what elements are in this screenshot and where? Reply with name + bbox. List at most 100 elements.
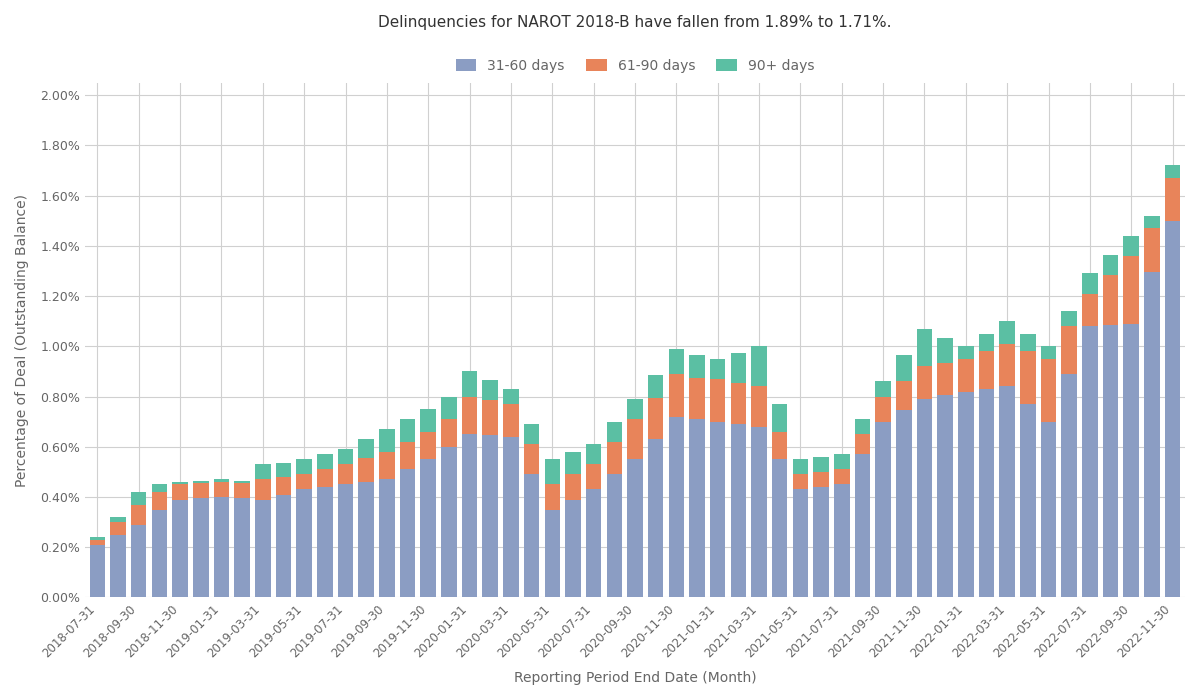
Bar (256, 464, 270, 480)
Bar (710, 421, 726, 598)
Bar (359, 458, 374, 482)
Bar (110, 535, 126, 598)
Bar (151, 484, 167, 492)
Bar (442, 419, 457, 447)
Bar (772, 459, 787, 598)
Bar (689, 355, 704, 378)
Bar (317, 454, 332, 470)
Bar (937, 363, 953, 396)
Bar (234, 483, 250, 498)
Bar (524, 444, 539, 475)
Bar (1165, 165, 1181, 178)
Bar (317, 487, 332, 598)
Bar (482, 400, 498, 435)
Bar (1062, 374, 1076, 598)
Bar (296, 489, 312, 598)
Bar (131, 524, 146, 598)
Bar (296, 459, 312, 475)
Bar (979, 389, 995, 598)
Bar (896, 382, 912, 410)
Bar (1020, 334, 1036, 351)
Bar (772, 432, 787, 459)
Bar (1040, 359, 1056, 421)
Bar (917, 399, 932, 598)
Bar (937, 337, 953, 363)
Bar (814, 472, 829, 487)
Bar (379, 429, 395, 452)
Bar (751, 346, 767, 386)
Bar (854, 419, 870, 434)
Bar (131, 505, 146, 524)
Bar (958, 391, 973, 598)
Bar (1123, 256, 1139, 323)
Bar (173, 482, 188, 484)
Bar (1062, 311, 1076, 326)
Bar (234, 481, 250, 483)
Bar (256, 500, 270, 598)
Bar (814, 487, 829, 598)
Bar (958, 346, 973, 359)
Bar (420, 409, 436, 432)
Bar (1103, 255, 1118, 274)
Bar (1144, 272, 1159, 598)
Bar (337, 464, 353, 484)
Bar (420, 459, 436, 598)
Bar (1165, 178, 1181, 220)
Bar (648, 375, 664, 398)
Bar (689, 378, 704, 419)
Bar (400, 419, 415, 442)
Bar (503, 389, 518, 404)
Bar (1144, 216, 1159, 228)
Bar (958, 359, 973, 391)
Bar (379, 480, 395, 598)
Bar (854, 454, 870, 598)
Bar (606, 421, 622, 442)
Bar (565, 475, 581, 500)
Bar (503, 437, 518, 598)
Bar (731, 424, 746, 598)
Bar (193, 481, 209, 483)
Bar (173, 484, 188, 500)
Bar (689, 419, 704, 598)
Bar (710, 359, 726, 379)
Bar (586, 444, 601, 464)
Bar (668, 374, 684, 416)
Bar (917, 329, 932, 366)
Bar (1040, 421, 1056, 598)
Bar (606, 442, 622, 475)
Bar (1123, 323, 1139, 598)
Bar (1103, 274, 1118, 325)
Bar (545, 510, 560, 598)
Bar (937, 395, 953, 598)
Bar (482, 435, 498, 598)
Bar (317, 470, 332, 487)
Bar (668, 349, 684, 374)
Bar (896, 410, 912, 598)
Bar (628, 419, 643, 459)
Bar (276, 477, 292, 494)
Bar (296, 475, 312, 489)
Bar (751, 427, 767, 598)
Bar (379, 452, 395, 480)
Bar (1082, 326, 1098, 598)
Bar (834, 454, 850, 470)
Bar (917, 366, 932, 399)
Bar (628, 399, 643, 419)
Bar (875, 421, 890, 598)
Bar (256, 480, 270, 500)
Bar (814, 457, 829, 472)
Bar (462, 396, 478, 434)
Bar (751, 386, 767, 427)
Bar (1165, 220, 1181, 598)
Bar (854, 434, 870, 454)
Bar (1000, 386, 1015, 598)
X-axis label: Reporting Period End Date (Month): Reporting Period End Date (Month) (514, 671, 756, 685)
Bar (545, 484, 560, 510)
Bar (668, 416, 684, 598)
Bar (193, 483, 209, 498)
Bar (131, 492, 146, 505)
Title: Delinquencies for NAROT 2018-B have fallen from 1.89% to 1.71%.: Delinquencies for NAROT 2018-B have fall… (378, 15, 892, 30)
Bar (214, 482, 229, 497)
Bar (276, 463, 292, 477)
Bar (90, 537, 106, 540)
